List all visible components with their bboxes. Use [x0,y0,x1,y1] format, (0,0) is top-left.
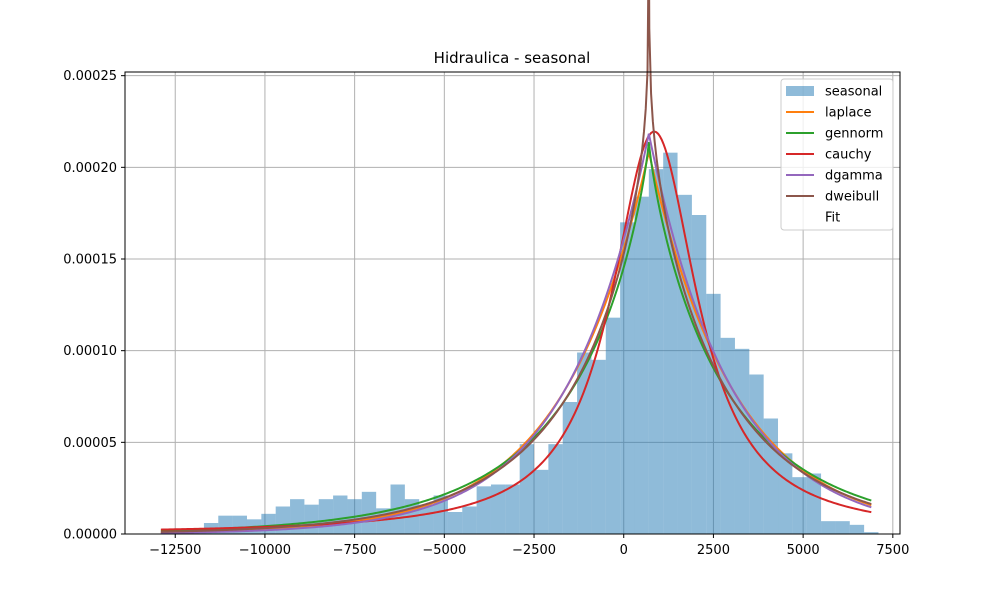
histogram-bar [864,532,879,534]
histogram-bar [706,293,721,534]
legend-label-cauchy: cauchy [825,148,872,163]
histogram-bar [361,491,377,534]
y-tick-label: 0.00005 [63,436,117,451]
histogram-bar [835,521,850,534]
x-tick-label: −2500 [512,543,556,558]
histogram-bar [849,524,865,534]
fit-curve-dgamma [160,133,872,534]
histogram-bar [806,473,822,534]
histogram-bar [605,317,621,534]
legend-label-gennorm: gennorm [825,127,883,142]
histogram-bar [519,444,535,534]
histogram-bar [462,506,477,534]
histogram-bar [304,504,319,534]
histogram-bar [562,402,578,534]
histogram-bar [333,495,348,534]
histogram-bar [648,169,664,534]
histogram-bar [691,215,707,534]
legend-label-dweibull: dweibull [825,190,879,205]
x-tick-label: 2500 [697,543,730,558]
y-tick-label: 0.00025 [63,69,117,84]
histogram-bar [677,194,692,535]
histogram-bar [318,499,334,534]
x-tick-label: −5000 [422,543,466,558]
histogram-bar [634,196,649,534]
histogram-bar [591,359,606,534]
x-axis: −12500 −10000 −7500 −5000 −2500 0 2500 5000 7500 [149,534,909,558]
histogram-bar [792,477,807,534]
histogram-bar [720,337,735,534]
legend-box [780,78,894,231]
x-tick-label: −12500 [149,543,201,558]
legend-label-seasonal: seasonal [825,85,882,100]
x-tick-label: 5000 [787,543,820,558]
fit-curve-dweibull [160,0,872,533]
y-tick-label: 0.00000 [63,528,117,543]
x-tick-label: 0 [620,543,628,558]
legend-swatch-seasonal [786,86,814,96]
histogram-bar [476,486,491,534]
histogram-bar [447,512,463,534]
histogram-bar [548,444,563,534]
legend-label-Fit: Fit [825,211,840,226]
plot-frame [124,71,901,535]
histogram-bar [734,348,750,534]
legend: seasonal laplace gennorm cauchy dgamma dweibu… [780,78,894,231]
histogram-bar [433,495,448,534]
legend-label-dgamma: dgamma [825,169,883,184]
histogram-bar [419,504,434,534]
y-tick-label: 0.00015 [63,253,117,268]
x-tick-label: 7500 [876,543,909,558]
x-tick-label: −10000 [239,543,291,558]
histogram-bar [534,469,549,534]
y-tick-label: 0.00010 [63,344,117,359]
x-tick-label: −7500 [333,543,377,558]
histogram-bar [620,222,635,535]
histogram-bar [490,484,506,534]
histogram-bar [749,374,764,534]
legend-label-laplace: laplace [825,106,872,121]
fit-curves [160,0,872,534]
histogram-bar [821,521,836,534]
histogram-bar [778,453,793,534]
y-tick-label: 0.00020 [63,161,117,176]
y-axis: 0.00000 0.00005 0.00010 0.00015 0.00020 0.000… [63,69,125,543]
histogram-bar [505,484,520,534]
chart-title: Hidraulica - seasonal [434,49,591,67]
